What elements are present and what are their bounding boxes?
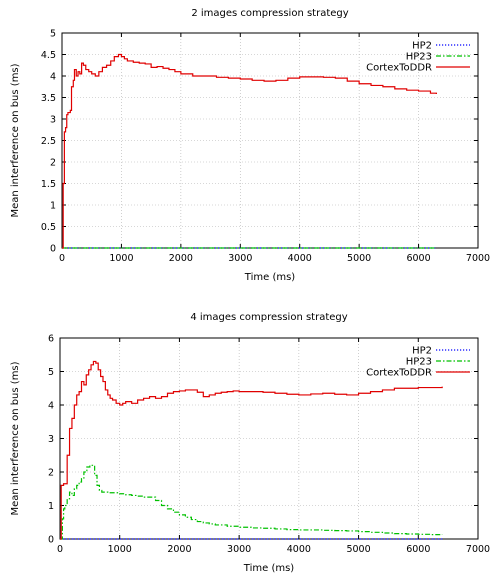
series-line-cortextoddr <box>62 53 437 249</box>
y-tick-label: 0 <box>48 535 54 546</box>
y-axis-label: Mean interference on bus (ms) <box>10 63 21 217</box>
x-tick-label: 1000 <box>109 253 133 264</box>
chart-title: 2 images compression strategy <box>191 8 348 19</box>
x-axis-label: Time (ms) <box>244 272 296 283</box>
y-tick-label: 0.5 <box>41 222 56 233</box>
y-tick-label: 4.5 <box>41 50 56 61</box>
x-tick-label: 0 <box>59 253 65 264</box>
y-tick-label: 1 <box>50 201 56 212</box>
y-tick-label: 0 <box>50 244 56 255</box>
x-tick-label: 5000 <box>347 253 371 264</box>
x-axis-label: Time (ms) <box>243 563 295 574</box>
series-line-cortextoddr <box>60 360 443 540</box>
legend-label: HP23 <box>406 52 432 63</box>
y-tick-label: 6 <box>48 334 54 345</box>
legend-label: HP2 <box>412 41 432 52</box>
y-tick-label: 3.5 <box>41 93 56 104</box>
legend-label: CortexToDDR <box>366 63 432 74</box>
y-tick-label: 3 <box>48 434 54 445</box>
y-tick-label: 4 <box>50 72 56 83</box>
x-tick-label: 3000 <box>228 253 252 264</box>
y-tick-label: 1.5 <box>41 179 56 190</box>
x-tick-label: 6000 <box>406 544 430 555</box>
x-tick-label: 6000 <box>406 253 430 264</box>
chart-title: 4 images compression strategy <box>190 312 347 323</box>
series-line-hp23 <box>60 464 443 540</box>
y-tick-label: 1 <box>48 501 54 512</box>
y-tick-label: 5 <box>50 29 56 40</box>
x-tick-label: 7000 <box>466 253 490 264</box>
y-tick-label: 5 <box>48 367 54 378</box>
y-axis-label: Mean interference on bus (ms) <box>10 361 21 515</box>
x-tick-label: 1000 <box>108 544 132 555</box>
legend-label: CortexToDDR <box>366 368 432 379</box>
x-tick-label: 5000 <box>346 544 370 555</box>
legend-label: HP2 <box>412 346 432 357</box>
x-tick-label: 4000 <box>287 544 311 555</box>
y-tick-label: 2 <box>50 158 56 169</box>
legend-label: HP23 <box>406 357 432 368</box>
x-tick-label: 7000 <box>466 544 490 555</box>
y-tick-label: 3 <box>50 115 56 126</box>
x-tick-label: 0 <box>57 544 63 555</box>
y-tick-label: 2 <box>48 468 54 479</box>
x-tick-label: 2000 <box>167 544 191 555</box>
y-tick-label: 2.5 <box>41 136 56 147</box>
x-tick-label: 4000 <box>288 253 312 264</box>
x-tick-label: 2000 <box>169 253 193 264</box>
x-tick-label: 3000 <box>227 544 251 555</box>
y-tick-label: 4 <box>48 401 54 412</box>
